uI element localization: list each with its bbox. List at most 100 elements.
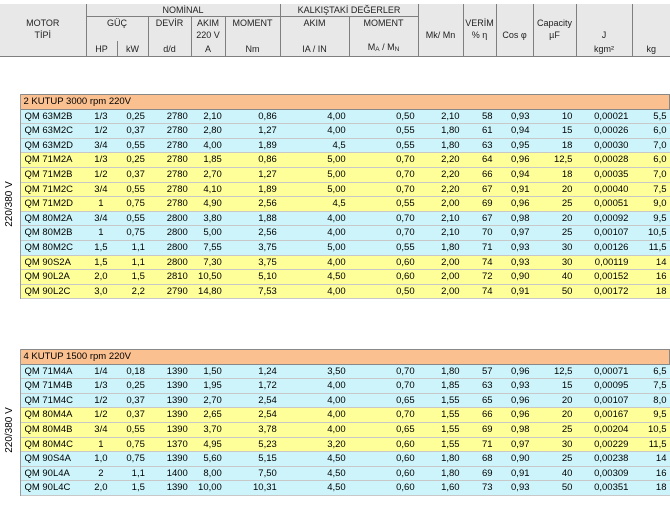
cell-ef: 66: [462, 407, 496, 423]
cell-ef: 57: [462, 364, 496, 380]
cell-mk: 2,20: [417, 182, 463, 198]
cell-kg: 7,5: [631, 182, 670, 198]
header-kg: kg: [631, 41, 670, 57]
header-k-akim: AKIM: [279, 16, 349, 29]
cell-hp: 3/4: [85, 211, 117, 227]
cell-a: 2,10: [190, 109, 225, 125]
cell-ma: 0,65: [348, 422, 418, 438]
cell-j: 0,00021: [575, 109, 632, 125]
cell-m: QM 80M4A: [20, 407, 86, 423]
cell-cap: 40: [532, 466, 576, 482]
table-row: 220/380 V QM 71M4A 1/4 0,18 1390 1,50 1,24 3,50…: [0, 364, 670, 496]
header-verim-unit: % η: [462, 29, 496, 41]
cell-ef: 69: [462, 422, 496, 438]
cell-m: QM 80M2A: [20, 211, 86, 227]
cell-j: 0,00071: [575, 364, 632, 380]
cell-j: 0,00095: [575, 378, 632, 394]
cell-ia: 5,00: [279, 182, 349, 198]
cell-j: 0,00238: [575, 451, 632, 467]
cell-cos: 0,93: [495, 240, 533, 256]
cell-j: 0,00107: [575, 393, 632, 409]
cell-a: 2,70: [190, 393, 225, 409]
cell-rpm: 2800: [147, 225, 191, 241]
cell-ma: 0,60: [348, 480, 418, 496]
cell-ma: 0,50: [348, 109, 418, 125]
cell-nm: 5,15: [224, 451, 280, 467]
cell-rpm: 2780: [147, 196, 191, 212]
cell-a: 10,50: [190, 269, 225, 285]
cell-ef: 70: [462, 225, 496, 241]
cell-mk: 2,10: [417, 211, 463, 227]
cell-mk: 2,10: [417, 225, 463, 241]
cell-j: 0,00152: [575, 269, 632, 285]
cell-rpm: 1390: [147, 393, 191, 409]
cell-kg: 7,0: [631, 167, 670, 183]
cell-cos: 0,93: [495, 255, 533, 271]
cell-kg: 18: [631, 480, 670, 496]
table-row: QM 80M4B 3/4 0,55 1390 3,70 3,78 4,00 0,65 1,55 6…: [0, 422, 670, 438]
cell-kw: 1,1: [116, 255, 148, 271]
cell-j: 0,00204: [575, 422, 632, 438]
cell-m: QM 80M4C: [20, 437, 86, 453]
table-row: QM 90L2C 3,0 2,2 2790 14,80 7,53 4,00 0,50 2,00 7…: [0, 284, 670, 300]
cell-hp: 1/3: [85, 152, 117, 168]
cell-m: QM 80M2C: [20, 240, 86, 256]
cell-ma: 0,60: [348, 269, 418, 285]
cell-ef: 71: [462, 437, 496, 453]
cell-ef: 74: [462, 284, 496, 300]
header-hp: HP: [85, 41, 117, 57]
cell-mk: 2,00: [417, 284, 463, 300]
cell-nm: 0,86: [224, 109, 280, 125]
cell-rpm: 1390: [147, 422, 191, 438]
cell-ma: 0,50: [348, 284, 418, 300]
cell-nm: 1,89: [224, 138, 280, 154]
cell-ia: 4,00: [279, 284, 349, 300]
cell-ma: 0,60: [348, 437, 418, 453]
cell-hp: 1/2: [85, 393, 117, 409]
cell-a: 1,95: [190, 378, 225, 394]
cell-kw: 0,75: [116, 196, 148, 212]
cell-ef: 61: [462, 123, 496, 139]
cell-m: QM 71M4A: [20, 364, 86, 380]
cell-kw: 0,75: [116, 437, 148, 453]
voltage-side-label: 220/380 V: [0, 364, 22, 496]
table-row: QM 90L4C 2,0 1,5 1390 10,00 10,31 4,50 0,60 1,60…: [0, 480, 670, 496]
cell-m: QM 71M2A: [20, 152, 86, 168]
table-row: QM 90L2A 2,0 1,5 2810 10,50 5,10 4,50 0,60 2,00 7…: [0, 269, 670, 285]
cell-hp: 2: [85, 466, 117, 482]
cell-cap: 20: [532, 211, 576, 227]
cell-cos: 0,93: [495, 480, 533, 496]
header-k-moment: MOMENT: [348, 16, 418, 29]
cell-nm: 5,10: [224, 269, 280, 285]
header-volt: 220 V: [190, 29, 225, 41]
cell-cap: 50: [532, 480, 576, 496]
cell-kg: 14: [631, 255, 670, 271]
cell-cos: 0,98: [495, 211, 533, 227]
cell-a: 4,95: [190, 437, 225, 453]
cell-a: 8,00: [190, 466, 225, 482]
cell-cos: 0,98: [495, 422, 533, 438]
cell-cap: 20: [532, 393, 576, 409]
cell-ma: 0,70: [348, 364, 418, 380]
cell-m: QM 71M2D: [20, 196, 86, 212]
cell-m: QM 90S4A: [20, 451, 86, 467]
header-a: A: [190, 41, 225, 57]
cell-j: 0,00040: [575, 182, 632, 198]
cell-a: 7,30: [190, 255, 225, 271]
cell-m: QM 80M2B: [20, 225, 86, 241]
cell-kg: 18: [631, 284, 670, 300]
cell-cos: 0,97: [495, 437, 533, 453]
cell-cap: 18: [532, 167, 576, 183]
cell-ef: 69: [462, 196, 496, 212]
cell-ma: 0,70: [348, 152, 418, 168]
cell-ma: 0,70: [348, 378, 418, 394]
cell-ia: 3,20: [279, 437, 349, 453]
cell-hp: 1/3: [85, 378, 117, 394]
cell-ia: 4,00: [279, 211, 349, 227]
cell-kg: 14: [631, 451, 670, 467]
table-row: QM 80M2A 3/4 0,55 2800 3,80 1,88 4,00 0,70 2,10 6…: [0, 211, 670, 227]
cell-nm: 1,72: [224, 378, 280, 394]
cell-j: 0,00028: [575, 152, 632, 168]
cell-hp: 1/3: [85, 109, 117, 125]
cell-kg: 10,5: [631, 225, 670, 241]
